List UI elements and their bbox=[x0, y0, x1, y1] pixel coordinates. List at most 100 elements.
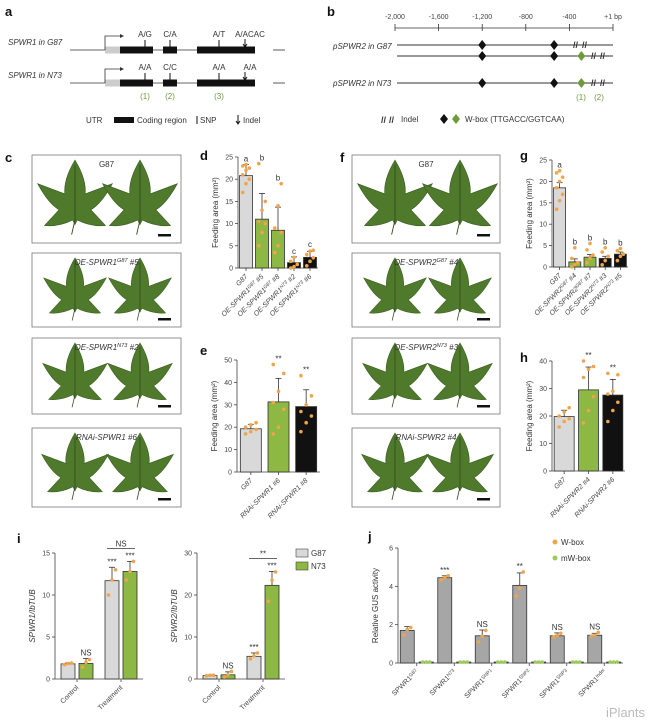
data-point bbox=[311, 248, 316, 253]
scale-bar bbox=[158, 498, 171, 501]
bar bbox=[122, 571, 138, 680]
significance-label: ** bbox=[303, 366, 309, 375]
data-point bbox=[249, 423, 253, 427]
x-tick-label: Treatment bbox=[97, 684, 124, 711]
allele-label: A/A bbox=[139, 63, 153, 72]
label-superscript: N73 bbox=[589, 278, 600, 289]
data-point bbox=[247, 177, 252, 181]
data-point bbox=[603, 258, 607, 263]
data-point bbox=[279, 181, 284, 186]
data-point bbox=[271, 400, 276, 405]
y-tick-label: 2 bbox=[389, 622, 393, 629]
wbox-diamond-icon bbox=[440, 114, 448, 124]
leaf-image bbox=[106, 432, 174, 500]
data-point bbox=[247, 166, 252, 170]
data-point bbox=[581, 359, 586, 363]
leaf-photo-panel: RNAi-SPWR2 #4 bbox=[351, 427, 501, 508]
scale-tick-label: -400 bbox=[562, 14, 576, 21]
wbox-diamond-green-icon bbox=[577, 78, 586, 88]
data-point bbox=[499, 660, 504, 664]
data-point bbox=[458, 660, 463, 664]
data-point bbox=[255, 651, 260, 655]
data-point bbox=[254, 420, 258, 425]
y-tick-label: 50 bbox=[224, 358, 232, 365]
data-point bbox=[600, 250, 604, 254]
data-point bbox=[557, 168, 562, 173]
label-superscript: G87 bbox=[574, 278, 585, 289]
data-point bbox=[256, 161, 261, 166]
label-text: SPWR1 bbox=[539, 677, 562, 700]
data-point bbox=[240, 190, 245, 195]
legend-label-g87: G87 bbox=[311, 549, 327, 558]
bar bbox=[553, 416, 575, 472]
indel-slash-icon: // bbox=[591, 78, 597, 88]
scale-bar bbox=[158, 405, 171, 408]
legend-j: W-box mW-box bbox=[552, 538, 591, 563]
legend-indel: Indel bbox=[401, 115, 419, 124]
label-suffix: #5 bbox=[612, 272, 624, 284]
data-point bbox=[581, 421, 586, 425]
data-point bbox=[592, 633, 597, 638]
leaf-image bbox=[426, 432, 494, 500]
leaf-panel-label: RNAi-SPWR2 #4 bbox=[396, 433, 457, 442]
panel-a-gene-structure: a SPWR1 in G87 A/G C/A A/T A/ACAC SPWR1 … bbox=[5, 4, 285, 125]
data-point bbox=[596, 630, 601, 635]
legend-label-mwbox: mW-box bbox=[561, 554, 591, 563]
data-point bbox=[600, 263, 604, 267]
data-point bbox=[483, 628, 488, 633]
leaf-image bbox=[43, 257, 107, 321]
indel-slash-icon: // bbox=[381, 115, 387, 125]
data-point bbox=[502, 660, 507, 664]
label-text: G87 bbox=[99, 160, 115, 169]
leaf-panel-label: OE-SPWR1N73 #2 bbox=[74, 343, 139, 352]
significance-label: NS bbox=[80, 648, 91, 657]
data-point bbox=[427, 660, 432, 664]
x-tick-label: Control bbox=[59, 684, 80, 705]
bar bbox=[60, 663, 76, 680]
gene-row-label: SPWR1 in G87 bbox=[8, 38, 63, 47]
utr-block bbox=[105, 79, 120, 87]
data-point bbox=[279, 230, 284, 235]
indel-slash-icon: // bbox=[389, 115, 395, 125]
data-point bbox=[244, 181, 248, 186]
data-point bbox=[586, 408, 591, 413]
scale-bar bbox=[477, 498, 490, 501]
significance-label: ** bbox=[275, 354, 281, 363]
legend-label-n73: N73 bbox=[311, 562, 326, 571]
significance-label: ** bbox=[610, 363, 616, 372]
label-text: OE-SPWR1 bbox=[74, 258, 117, 267]
x-tick-label: SPWR1SNP2 bbox=[500, 667, 533, 700]
x-tick-label: G87 bbox=[240, 477, 255, 492]
data-point bbox=[288, 266, 293, 270]
y-tick-label: 0 bbox=[543, 469, 547, 476]
y-tick-label: 25 bbox=[225, 155, 233, 162]
data-point bbox=[276, 389, 281, 394]
leaf-photo-panel: OE-SPWR2N73 #3 bbox=[351, 337, 501, 415]
indel-arrow-icon bbox=[242, 39, 248, 48]
leaf-photo-panel: G87 bbox=[31, 154, 182, 244]
data-point bbox=[299, 409, 303, 414]
data-point bbox=[567, 416, 571, 421]
y-tick-label: 10 bbox=[225, 221, 233, 228]
data-point bbox=[244, 168, 248, 173]
label-superscript: N73 bbox=[437, 343, 448, 349]
label-text: Treatment bbox=[97, 684, 124, 711]
y-tick-label: 20 bbox=[225, 177, 233, 184]
data-point bbox=[222, 675, 227, 679]
leaf-photo-panel: OE-SPWR1G87 #5 bbox=[31, 252, 182, 328]
label-suffix: #2 bbox=[127, 343, 139, 352]
y-tick-label: 20 bbox=[539, 414, 547, 421]
promoter-row-label: pSPWR2 in N73 bbox=[332, 79, 392, 88]
label-suffix: #4 bbox=[566, 272, 578, 284]
data-point bbox=[309, 414, 314, 418]
bar bbox=[271, 229, 285, 269]
data-point bbox=[461, 660, 466, 664]
y-tick-label: 0 bbox=[229, 266, 233, 273]
scale-tick-label: -1,200 bbox=[472, 14, 492, 21]
chart-panel-i: 0 5 10 15 SPWR1/IbTUB Control NS Treatment *** **… bbox=[28, 539, 143, 712]
bar bbox=[255, 218, 269, 269]
y-tick-label: 40 bbox=[539, 359, 547, 366]
